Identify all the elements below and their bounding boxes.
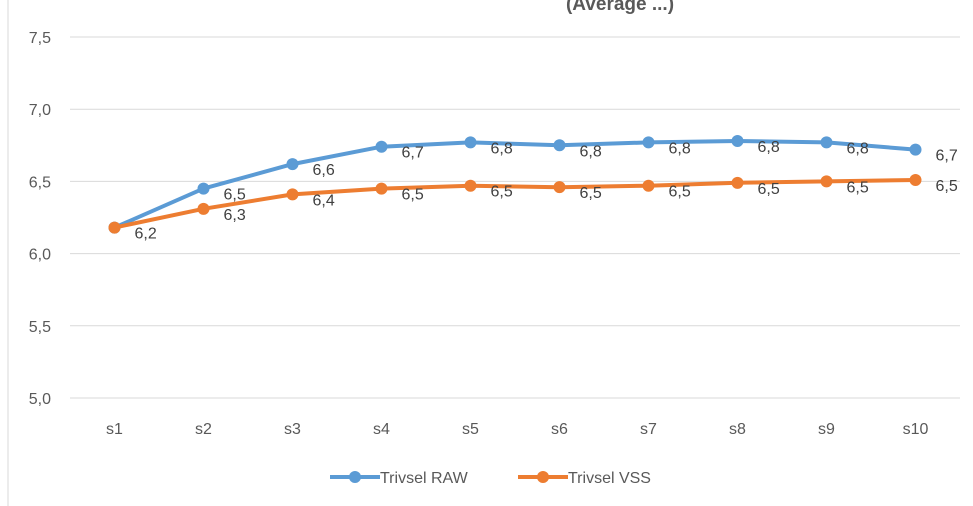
data-label: 6,8 <box>669 140 691 157</box>
data-point <box>731 134 744 147</box>
data-label: 6,5 <box>936 178 958 195</box>
series-line-1 <box>114 178 916 230</box>
series-group <box>108 134 922 234</box>
y-tick-label: 7,5 <box>29 30 51 47</box>
data-label: 6,8 <box>580 143 602 160</box>
data-label: 6,5 <box>758 181 780 198</box>
data-point <box>197 202 210 215</box>
series-line-0 <box>113 139 916 230</box>
x-tick-label: s5 <box>462 421 479 438</box>
data-label: 6,8 <box>491 140 513 157</box>
legend-label: Trivsel RAW <box>380 470 469 487</box>
data-point <box>820 175 833 188</box>
x-tick-label: s3 <box>284 421 301 438</box>
data-point <box>553 139 566 152</box>
y-tick-label: 5,0 <box>29 391 51 408</box>
data-label: 6,8 <box>758 139 780 156</box>
chart-title: (Average ...) <box>566 0 674 15</box>
data-label: 6,5 <box>669 184 691 201</box>
legend-swatch-marker <box>349 471 361 483</box>
x-tick-label: s2 <box>195 421 212 438</box>
y-tick-label: 6,0 <box>29 247 51 264</box>
x-tick-label: s6 <box>551 421 568 438</box>
legend-label: Trivsel VSS <box>568 470 651 487</box>
data-point <box>108 221 121 234</box>
data-label: 6,5 <box>491 184 513 201</box>
data-label: 6,7 <box>402 145 424 162</box>
y-tick-label: 6,5 <box>29 174 51 191</box>
data-label: 6,5 <box>402 187 424 204</box>
data-point <box>464 136 477 149</box>
data-point <box>375 140 388 153</box>
data-point <box>909 143 922 156</box>
data-point <box>553 181 566 194</box>
data-label: 6,3 <box>224 207 246 224</box>
x-tick-label: s4 <box>373 421 390 438</box>
data-point <box>197 182 210 195</box>
legend: Trivsel RAW Trivsel VSS <box>330 470 651 487</box>
data-label: 6,6 <box>313 162 335 179</box>
data-point <box>642 179 655 192</box>
data-label: 6,5 <box>224 187 246 204</box>
data-point <box>286 158 299 171</box>
data-label: 6,7 <box>936 148 958 165</box>
data-point <box>642 136 655 149</box>
data-label: 6,4 <box>313 192 335 209</box>
x-tick-label: s10 <box>903 421 929 438</box>
data-point <box>286 188 299 201</box>
data-point <box>731 176 744 189</box>
x-tick-label: s9 <box>818 421 835 438</box>
x-tick-label: s8 <box>729 421 746 438</box>
data-point <box>464 179 477 192</box>
data-point <box>375 182 388 195</box>
gridlines <box>70 36 960 399</box>
data-label: 6,5 <box>580 185 602 202</box>
y-tick-label: 7,0 <box>29 102 51 119</box>
legend-swatch-marker <box>537 471 549 483</box>
x-axis: s1 s2 s3 s4 s5 s6 s7 s8 s9 s10 <box>106 421 928 438</box>
x-tick-label: s7 <box>640 421 657 438</box>
data-point <box>820 136 833 149</box>
data-labels: 6,5 6,6 6,7 6,8 6,8 6,8 6,8 6,8 6,7 6,2 6,3 6,4 6,5 6… <box>135 139 958 243</box>
data-label: 6,5 <box>847 179 869 196</box>
data-label: 6,2 <box>135 226 157 243</box>
y-tick-label: 5,5 <box>29 319 51 336</box>
x-tick-label: s1 <box>106 421 123 438</box>
data-point <box>909 173 922 186</box>
y-axis: 5,0 5,5 6,0 6,5 7,0 7,5 <box>29 30 51 408</box>
data-label: 6,8 <box>847 140 869 157</box>
